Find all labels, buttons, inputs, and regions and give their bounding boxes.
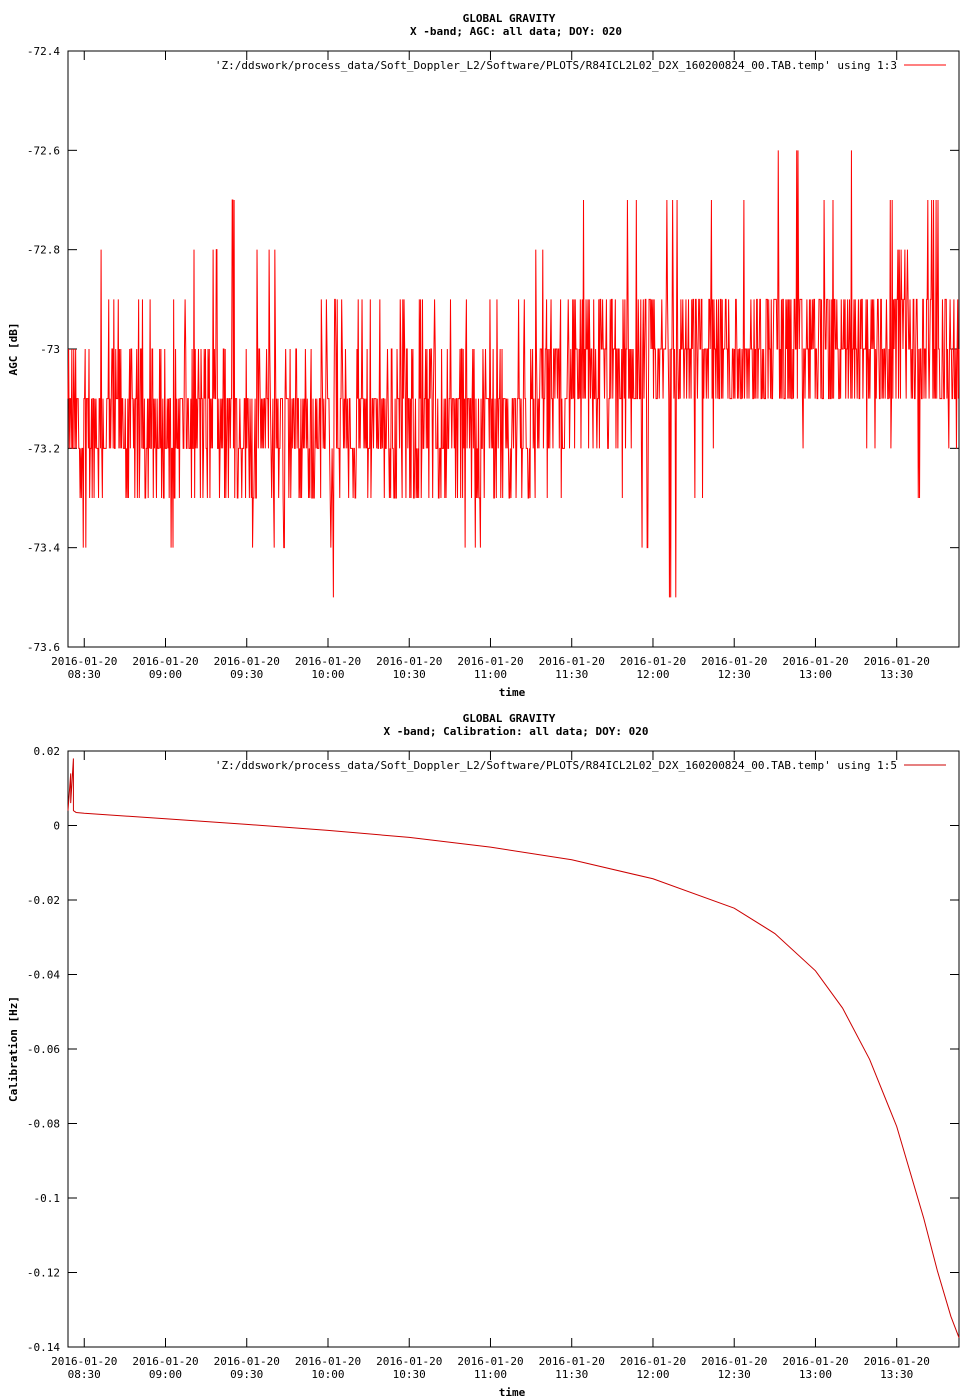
agc-y-tick-label: -72.4	[27, 45, 60, 58]
agc-y-tick-label: -72.8	[27, 244, 60, 257]
calibration-x-tick-label-time: 10:30	[393, 1368, 426, 1381]
agc-x-tick-label-date: 2016-01-20	[620, 655, 686, 668]
agc-x-tick-label-date: 2016-01-20	[51, 655, 117, 668]
calibration-y-tick-label: -0.08	[27, 1118, 60, 1131]
calibration-x-tick-label-date: 2016-01-20	[864, 1355, 930, 1368]
calibration-x-tick-label-time: 11:30	[555, 1368, 588, 1381]
agc-x-tick-label-time: 13:30	[880, 668, 913, 681]
calibration-x-tick-label-time: 12:00	[636, 1368, 669, 1381]
agc-chart-subtitle: X -band; AGC: all data; DOY: 020	[410, 25, 622, 38]
agc-x-tick-label-date: 2016-01-20	[864, 655, 930, 668]
calibration-chart-subtitle: X -band; Calibration: all data; DOY: 020	[384, 725, 649, 738]
calibration-x-tick-label-time: 09:30	[230, 1368, 263, 1381]
agc-x-tick-label-time: 10:00	[311, 668, 344, 681]
calibration-x-tick-label-date: 2016-01-20	[51, 1355, 117, 1368]
agc-chart-title: GLOBAL GRAVITY	[463, 12, 556, 25]
calibration-x-tick-label-time: 13:30	[880, 1368, 913, 1381]
agc-y-tick-label: -73.6	[27, 641, 60, 654]
agc-x-tick-label-date: 2016-01-20	[457, 655, 523, 668]
agc-x-tick-label-time: 13:00	[799, 668, 832, 681]
calibration-x-axis-label: time	[499, 1386, 526, 1399]
calibration-x-tick-label-date: 2016-01-20	[457, 1355, 523, 1368]
calibration-y-tick-label: 0	[53, 820, 60, 833]
calibration-x-tick-label-date: 2016-01-20	[376, 1355, 442, 1368]
calibration-x-tick-label-date: 2016-01-20	[539, 1355, 605, 1368]
agc-x-tick-label-date: 2016-01-20	[295, 655, 361, 668]
calibration-series-layer	[67, 758, 960, 1338]
agc-x-axis-label: time	[499, 686, 526, 699]
calibration-x-tick-label-time: 09:00	[149, 1368, 182, 1381]
calibration-x-ticks: 2016-01-2008:302016-01-2009:002016-01-20…	[51, 751, 930, 1381]
calibration-y-tick-label: -0.06	[27, 1043, 60, 1056]
calibration-x-tick-label-time: 12:30	[718, 1368, 751, 1381]
calibration-y-axis-label: Calibration [Hz]	[7, 996, 20, 1102]
agc-x-tick-label-date: 2016-01-20	[214, 655, 280, 668]
calibration-y-tick-label: 0.02	[34, 745, 61, 758]
agc-x-tick-label-time: 10:30	[393, 668, 426, 681]
calibration-x-tick-label-time: 13:00	[799, 1368, 832, 1381]
agc-series-layer	[67, 150, 960, 598]
agc-x-tick-label-date: 2016-01-20	[782, 655, 848, 668]
agc-x-tick-label-time: 12:00	[636, 668, 669, 681]
calibration-y-tick-label: -0.1	[34, 1192, 61, 1205]
calibration-y-ticks: -0.14 -0.12 -0.1 -0.08 -0.06 -0.04 -0.02 0 0.02	[27, 745, 959, 1354]
calibration-x-tick-label-date: 2016-01-20	[295, 1355, 361, 1368]
agc-x-tick-label-date: 2016-01-20	[132, 655, 198, 668]
calibration-x-tick-label-time: 08:30	[68, 1368, 101, 1381]
calibration-y-tick-label: -0.14	[27, 1341, 60, 1354]
agc-y-ticks: -73.6 -73.4 -73.2 -73 -72.8 -72.6 -72.4	[27, 45, 959, 654]
agc-x-ticks: 2016-01-2008:302016-01-2009:002016-01-20…	[51, 51, 930, 681]
agc-legend-label: 'Z:/ddswork/process_data/Soft_Doppler_L2…	[215, 59, 897, 72]
agc-x-tick-label-date: 2016-01-20	[539, 655, 605, 668]
agc-y-tick-label: -73	[40, 343, 60, 356]
calibration-chart-title: GLOBAL GRAVITY	[463, 712, 556, 725]
calibration-y-tick-label: -0.02	[27, 894, 60, 907]
agc-x-tick-label-time: 09:00	[149, 668, 182, 681]
agc-legend: 'Z:/ddswork/process_data/Soft_Doppler_L2…	[215, 59, 946, 72]
agc-x-tick-label-time: 12:30	[718, 668, 751, 681]
calibration-chart: GLOBAL GRAVITY X -band; Calibration: all…	[7, 712, 960, 1399]
calibration-x-tick-label-date: 2016-01-20	[620, 1355, 686, 1368]
calibration-x-tick-label-date: 2016-01-20	[132, 1355, 198, 1368]
calibration-x-tick-label-time: 11:00	[474, 1368, 507, 1381]
calibration-legend: 'Z:/ddswork/process_data/Soft_Doppler_L2…	[215, 759, 946, 772]
calibration-y-tick-label: -0.04	[27, 969, 60, 982]
agc-x-tick-label-time: 11:30	[555, 668, 588, 681]
agc-y-tick-label: -73.2	[27, 442, 60, 455]
calibration-x-tick-label-date: 2016-01-20	[782, 1355, 848, 1368]
calibration-legend-label: 'Z:/ddswork/process_data/Soft_Doppler_L2…	[215, 759, 897, 772]
agc-x-tick-label-time: 09:30	[230, 668, 263, 681]
calibration-series-line	[67, 758, 960, 1338]
calibration-x-tick-label-time: 10:00	[311, 1368, 344, 1381]
agc-series-line	[67, 150, 960, 598]
agc-x-tick-label-date: 2016-01-20	[376, 655, 442, 668]
agc-x-tick-label-time: 11:00	[474, 668, 507, 681]
calibration-x-tick-label-date: 2016-01-20	[701, 1355, 767, 1368]
calibration-x-tick-label-date: 2016-01-20	[214, 1355, 280, 1368]
calibration-y-tick-label: -0.12	[27, 1267, 60, 1280]
agc-x-tick-label-date: 2016-01-20	[701, 655, 767, 668]
agc-x-tick-label-time: 08:30	[68, 668, 101, 681]
agc-y-tick-label: -72.6	[27, 144, 60, 157]
agc-chart: GLOBAL GRAVITY X -band; AGC: all data; D…	[7, 12, 960, 699]
calibration-plot-frame	[67, 750, 960, 1348]
agc-y-tick-label: -73.4	[27, 542, 60, 555]
agc-y-axis-label: AGC [dB]	[7, 323, 20, 376]
